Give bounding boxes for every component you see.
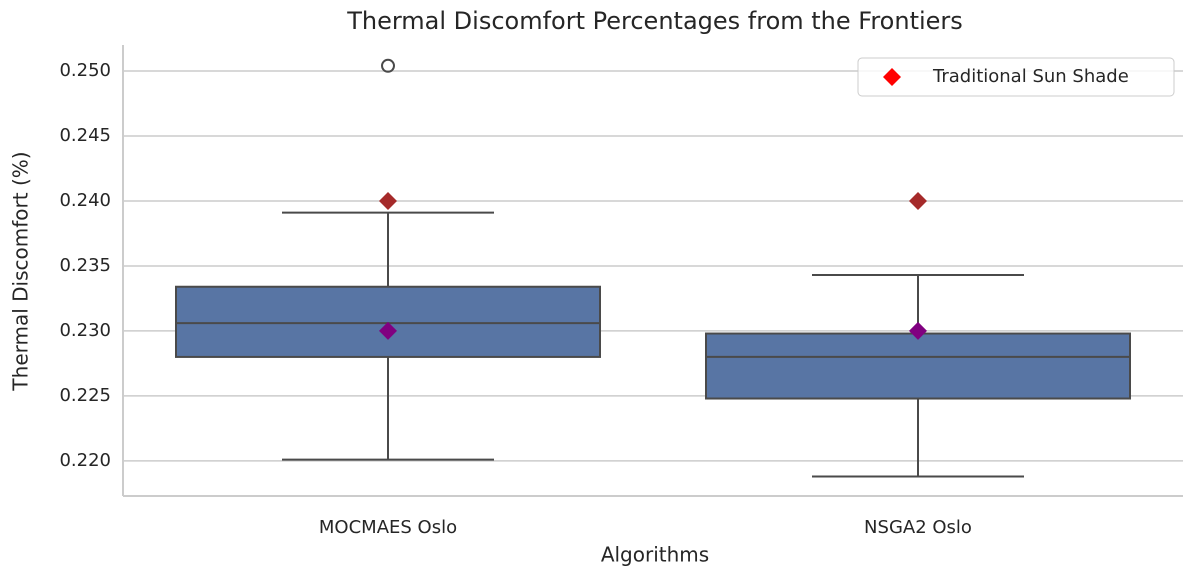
point (909, 191, 927, 210)
legend-box (857, 57, 1175, 97)
y-tick-label: 0.250 (59, 60, 111, 81)
y-axis-label: Thermal Discomfort (%) (9, 151, 33, 391)
legend-label: Traditional Sun Shade (932, 66, 1129, 87)
x-tick-label: NSGA2 Oslo (864, 517, 972, 538)
y-tick-label: 0.225 (59, 385, 111, 406)
point (379, 321, 397, 340)
y-tick-label: 0.220 (59, 450, 111, 471)
y-tick-label: 0.235 (59, 255, 111, 276)
y-tick-label: 0.240 (59, 190, 111, 211)
point (379, 191, 397, 210)
y-tick-label: 0.245 (59, 125, 111, 146)
box (175, 285, 601, 358)
y-tick-label: 0.230 (59, 320, 111, 341)
outlier (381, 58, 395, 73)
x-axis-label: Algorithms (601, 543, 709, 567)
chart-title: Thermal Discomfort Percentages from the … (346, 7, 963, 35)
point (909, 321, 927, 340)
box (705, 332, 1131, 400)
x-tick-label: MOCMAES Oslo (319, 517, 457, 538)
legend-marker (883, 68, 901, 86)
